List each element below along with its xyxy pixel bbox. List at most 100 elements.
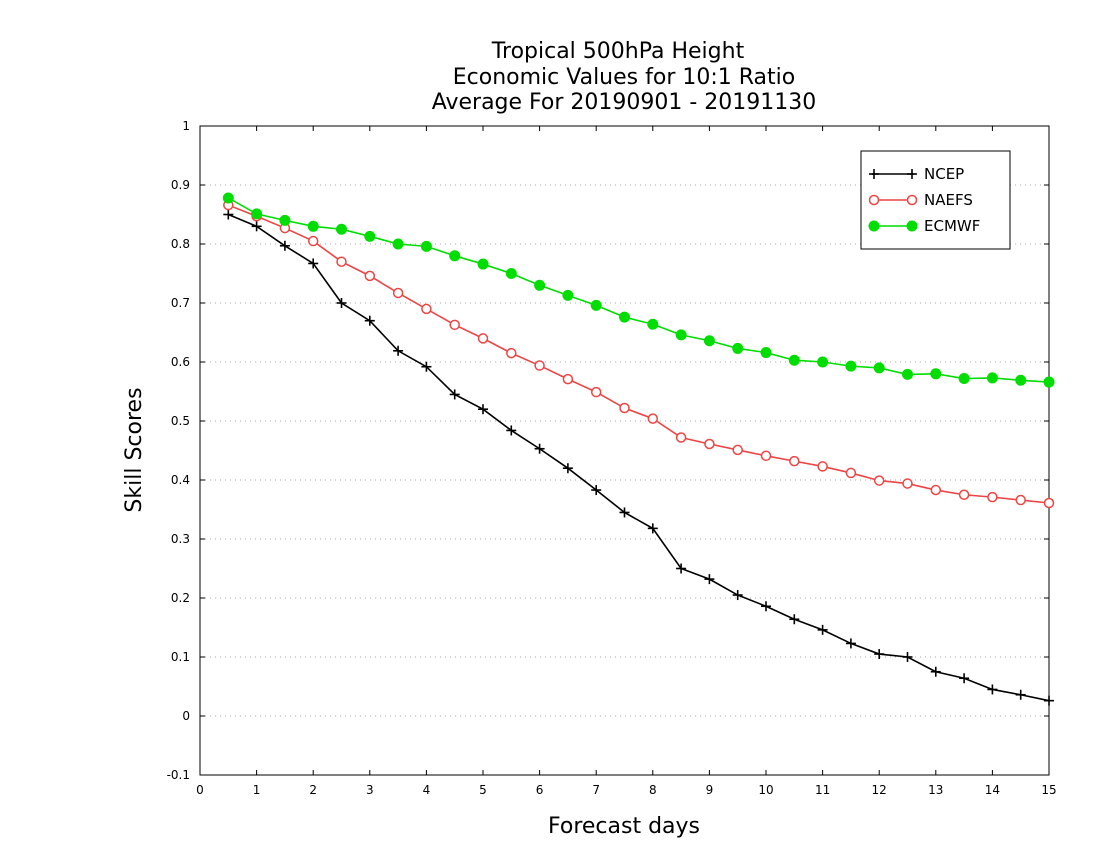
y-tick-label: -0.1 [167, 768, 190, 782]
data-point-ecmwf [647, 318, 659, 330]
series-ecmwf [222, 192, 1055, 388]
legend-marker-naefs [868, 194, 880, 206]
data-point-ecmwf [1015, 374, 1027, 386]
chart-title-line-3: Average For 20190901 - 20191130 [432, 90, 817, 115]
y-tick-label: 0.5 [171, 414, 190, 428]
data-point-ncep [676, 563, 687, 574]
data-point-ncep [364, 315, 375, 326]
legend: NCEP NAEFS ECMWF [860, 150, 1011, 250]
data-point-ncep [1044, 695, 1054, 706]
x-axis: 0 1 2 3 4 5 6 7 8 9 10 11 12 13 14 15 [196, 126, 1057, 797]
legend-item-ecmwf: ECMWF [868, 217, 980, 235]
data-point-ecmwf [364, 230, 376, 242]
y-tick-label: 0.4 [171, 473, 190, 487]
data-point-ncep [449, 389, 460, 400]
series-line-ncep [227, 213, 1050, 702]
data-point-ncep [562, 463, 573, 474]
series-ncep [223, 209, 1054, 706]
data-point-naefs [392, 287, 404, 299]
legend-label-ncep: NCEP [924, 165, 964, 183]
y-tick-label: 0 [182, 709, 190, 723]
data-point-ncep [1015, 689, 1026, 700]
y-tick-label: 1 [182, 119, 190, 133]
grid-lines [200, 184, 1049, 717]
data-point-ncep [930, 666, 941, 677]
y-tick-label: 0.6 [171, 355, 190, 369]
data-point-naefs [449, 319, 460, 331]
data-point-ecmwf [590, 299, 602, 311]
data-point-ecmwf [307, 220, 319, 232]
legend-marker-naefs [906, 194, 918, 206]
data-point-ecmwf [251, 208, 263, 220]
data-point-naefs [675, 432, 687, 443]
chart-title: Tropical 500hPa Height Economic Values f… [432, 39, 817, 115]
y-tick-label: 0.7 [171, 296, 190, 310]
y-tick-label: 0.1 [171, 650, 190, 664]
data-point-ecmwf [930, 368, 942, 380]
x-tick-label: 13 [928, 783, 943, 797]
data-point-naefs [760, 450, 772, 462]
legend-item-ncep: NCEP [869, 165, 964, 183]
data-point-ncep [279, 240, 290, 251]
data-point-naefs [845, 467, 857, 479]
data-point-naefs [647, 413, 659, 424]
data-point-ncep [902, 652, 913, 662]
series-layer [222, 192, 1055, 706]
data-point-ecmwf [1043, 376, 1055, 388]
data-point-ncep [959, 673, 970, 684]
data-point-ncep [421, 361, 432, 372]
data-point-naefs [902, 478, 913, 489]
data-point-naefs [590, 386, 602, 398]
chart-title-line-1: Tropical 500hPa Height [491, 39, 745, 64]
data-point-ecmwf [675, 329, 687, 341]
data-point-naefs [930, 484, 942, 496]
data-point-ncep [704, 574, 715, 585]
y-tick-label: 0.8 [171, 237, 190, 251]
data-point-naefs [987, 491, 998, 503]
x-axis-title: Forecast days [548, 814, 700, 839]
data-point-ecmwf [279, 214, 291, 226]
data-point-ecmwf [336, 223, 347, 235]
data-point-ecmwf [958, 373, 970, 385]
x-tick-label: 15 [1041, 783, 1056, 797]
data-point-ncep [845, 638, 856, 649]
data-point-ecmwf [534, 279, 546, 291]
data-point-naefs [364, 270, 376, 282]
data-point-ecmwf [449, 250, 461, 262]
chart-title-line-2: Economic Values for 10:1 Ratio [453, 65, 795, 90]
series-line-naefs [228, 204, 1050, 504]
data-point-ncep [619, 507, 630, 518]
data-point-ncep [308, 258, 319, 269]
data-point-ncep [987, 684, 998, 695]
data-point-ncep [223, 209, 234, 220]
data-point-ncep [393, 345, 404, 356]
y-tick-label: 0.2 [171, 591, 190, 605]
data-point-ncep [591, 485, 602, 496]
x-tick-label: 6 [536, 783, 544, 797]
data-point-naefs [421, 303, 432, 315]
data-point-ncep [732, 590, 743, 601]
x-tick-label: 9 [706, 783, 714, 797]
x-tick-label: 2 [309, 783, 317, 797]
x-tick-label: 12 [872, 783, 887, 797]
data-point-naefs [477, 333, 489, 344]
x-tick-label: 10 [758, 783, 773, 797]
x-tick-label: 8 [649, 783, 657, 797]
x-tick-label: 0 [196, 783, 204, 797]
data-point-ncep [761, 601, 771, 612]
legend-marker-ncep [869, 169, 879, 179]
y-axis: -0.1 0 0.1 0.2 0.3 0.4 0.5 0.6 0.7 0.8 0.9 1 [167, 119, 1049, 782]
x-tick-label: 1 [253, 783, 261, 797]
legend-label-naefs: NAEFS [924, 191, 973, 209]
data-point-naefs [732, 444, 743, 456]
data-point-naefs [1015, 494, 1026, 506]
legend-marker-ncep [907, 169, 917, 179]
data-point-ncep [251, 221, 262, 232]
data-point-ecmwf [619, 311, 630, 323]
data-point-ecmwf [732, 342, 744, 354]
data-point-ecmwf [562, 289, 574, 301]
data-point-ecmwf [845, 360, 857, 372]
x-tick-label: 11 [815, 783, 830, 797]
data-point-naefs [789, 455, 800, 467]
y-tick-label: 0.9 [171, 178, 190, 192]
